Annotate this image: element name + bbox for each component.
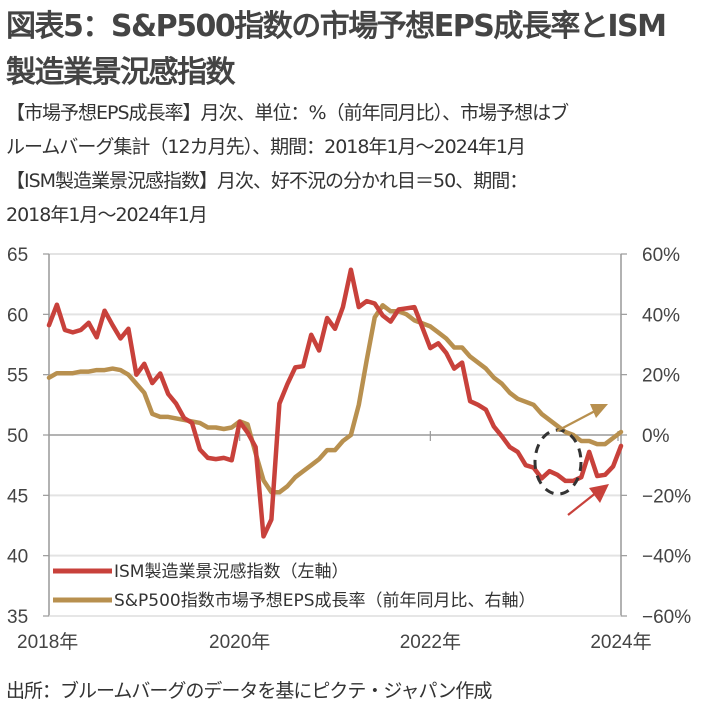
legend: ISM製造業景況感指数（左軸） S&P500指数市場予想EPS成長率（前年同月比… <box>53 562 536 611</box>
chart-title: 図表5：S&P500指数の市場予想EPS成長率とISM 製造業景況感指数 <box>6 4 706 96</box>
description-line: 【市場予想EPS成長率】月次、単位：%（前年同月比）、市場予想はブ <box>6 102 569 124</box>
description-line: 【ISM製造業景況感指数】月次、好不況の分かれ目＝50、期間： <box>6 170 528 192</box>
x-tick-label: 2020年 <box>209 631 270 653</box>
right-tick-label: 40% <box>642 305 680 326</box>
chart-title-line1: 図表5：S&P500指数の市場予想EPS成長率とISM <box>6 9 667 44</box>
series-lines <box>46 267 624 539</box>
eps-arrow-shaft <box>556 410 596 432</box>
ism-arrow-head <box>589 484 609 503</box>
ism-arrow-shaft <box>567 491 598 516</box>
left-tick-label: 55 <box>7 366 28 387</box>
annotations <box>533 404 609 516</box>
right-tick-label: 20% <box>642 366 680 387</box>
right-tick-label: −60% <box>642 607 691 628</box>
legend-label-eps: S&P500指数市場予想EPS成長率（前年同月比、右軸） <box>114 591 536 611</box>
eps-arrow-head <box>590 404 608 418</box>
description-line: ルームバーグ集計（12カ月先）、期間：2018年1月～2024年1月 <box>6 136 526 158</box>
description-line: 2018年1月～2024年1月 <box>6 204 208 226</box>
left-tick-label: 65 <box>7 245 28 266</box>
right-tick-label: 60% <box>642 245 680 266</box>
dashed-circle-highlight <box>533 428 583 496</box>
chart-description: 【市場予想EPS成長率】月次、単位：%（前年同月比）、市場予想はブ ルームバーグ… <box>6 96 706 232</box>
x-tick-label: 2018年 <box>17 631 78 653</box>
right-axis-ticks: 60% 40% 20% 0% −20% −40% −60% <box>621 245 691 628</box>
left-axis-ticks: 65 60 55 50 45 40 35 <box>7 245 49 628</box>
left-tick-label: 60 <box>7 305 28 326</box>
x-tick-label: 2024年 <box>590 631 651 653</box>
chart-title-line2: 製造業景況感指数 <box>6 55 236 90</box>
right-tick-label: −40% <box>642 547 691 568</box>
x-tick-label: 2022年 <box>400 631 461 653</box>
right-tick-label: 0% <box>642 426 670 447</box>
source-note: 出所：ブルームバーグのデータを基にピクテ・ジャパン作成 <box>6 680 492 702</box>
left-tick-label: 40 <box>7 547 28 568</box>
gridlines <box>49 253 621 557</box>
eps-series-line <box>46 303 624 495</box>
legend-label-ism: ISM製造業景況感指数（左軸） <box>114 562 348 582</box>
left-tick-label: 35 <box>7 607 28 628</box>
left-tick-label: 45 <box>7 486 28 507</box>
left-tick-label: 50 <box>7 426 28 447</box>
right-tick-label: −20% <box>642 486 691 507</box>
ism-series-line <box>46 267 624 539</box>
x-axis-ticks: 2018年 2020年 2022年 2024年 <box>17 431 652 653</box>
